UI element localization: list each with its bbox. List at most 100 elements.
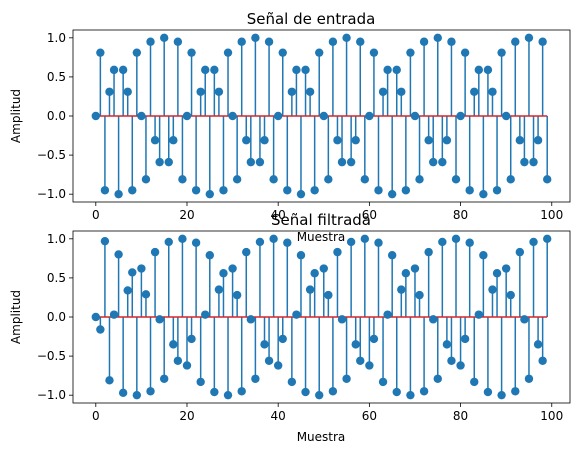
stem-marker [173,37,183,46]
stem-marker [470,87,479,96]
y-tick-label: 1.0 [47,31,66,45]
axes-frame [72,230,571,404]
stem-marker [315,390,324,400]
stem-marker [456,361,465,370]
stem-marker [460,334,470,344]
stem-marker [387,189,397,199]
y-tick-label: 0.0 [47,109,66,123]
stem-marker [264,356,274,365]
stem-marker [369,334,379,344]
stem-marker [324,290,333,300]
stem-marker [255,237,265,247]
stem-marker [442,136,452,145]
stem-marker [228,111,237,121]
stem-marker [337,157,347,167]
stem-marker [96,325,105,334]
y-axis-label: Amplitud [9,290,23,344]
stem-marker [118,388,128,398]
stem-marker [123,87,132,96]
stem-marker [346,237,356,247]
stem-marker [356,356,365,365]
chart-title: Señal filtrada [271,211,371,229]
stem-marker [465,238,474,247]
stem-marker [159,33,169,43]
stem-marker [483,65,493,75]
stem-marker [191,238,201,247]
stem-marker [214,285,224,294]
stem-marker [305,87,315,96]
stem-marker [492,269,502,278]
stem-marker [269,234,278,244]
stem-marker [150,136,160,145]
stem-marker [100,186,110,195]
stem-marker [387,251,397,260]
stem-marker [433,374,442,383]
stem-marker [264,37,274,46]
stem-marker [524,374,534,383]
stem-marker [287,377,297,387]
stem-marker [378,377,388,387]
x-axis-label: Muestra [297,430,346,444]
stem-marker [164,157,173,167]
axis-ticks: 0 20 40 60 80 100 1.0 0.5 0.0 −0.5 −1.0 [37,31,563,222]
stem-marker [415,290,424,300]
stem-marker [146,37,155,46]
stem-marker [369,48,379,57]
stem-marker [296,251,306,260]
stem-marker [374,186,383,195]
stem-marker [219,186,228,195]
stem-marker [173,356,183,365]
stem-marker [114,189,123,199]
stem-marker [301,387,310,397]
stem-marker [237,37,246,46]
x-tick-label: 60 [362,208,377,222]
stem-marker [251,374,260,383]
stem-marker [109,310,119,319]
stem-marker [533,136,543,145]
stem-marker [429,157,438,167]
stem-marker [488,285,497,294]
stem-marker [155,315,164,324]
y-tick-label: −0.5 [37,148,66,162]
stem-marker [169,136,178,145]
stem-marker [182,361,192,370]
stem-marker [242,136,251,145]
y-tick-label: 0.0 [47,310,66,324]
stem-marker [424,136,433,145]
stem-marker [201,65,210,75]
stem-marker [242,247,251,257]
x-axis-label: Muestra [297,230,346,244]
stem-marker [397,87,406,96]
stem-marker [479,189,488,199]
stem-marker [155,157,164,167]
stem-marker [150,247,160,257]
stem-marker [374,238,383,247]
stem-marker [109,65,119,75]
stem-marker [205,251,214,260]
y-tick-label: 0.5 [47,70,66,84]
stem-marker [337,315,347,324]
stem-marker [132,48,142,57]
y-tick-label: −1.0 [37,187,66,201]
stem-marker [401,186,411,195]
stem-marker [228,264,237,273]
stem-marker [520,157,529,167]
stem-marker [401,269,411,278]
stem-marker [365,361,374,370]
stem-marker [287,87,297,96]
x-tick-label: 80 [453,409,468,423]
x-tick-label: 100 [540,409,563,423]
stem-marker [365,111,374,121]
stem-marker [465,186,474,195]
stem-marker [442,340,452,349]
stem-marker [223,390,233,400]
stem-marker [328,37,338,46]
stem-marker [538,37,547,46]
stem-marker [501,264,511,273]
stem-marker [538,356,547,365]
stem-marker [410,264,420,273]
stem-marker [260,136,269,145]
x-tick-label: 0 [92,208,100,222]
stem-marker [529,157,538,167]
